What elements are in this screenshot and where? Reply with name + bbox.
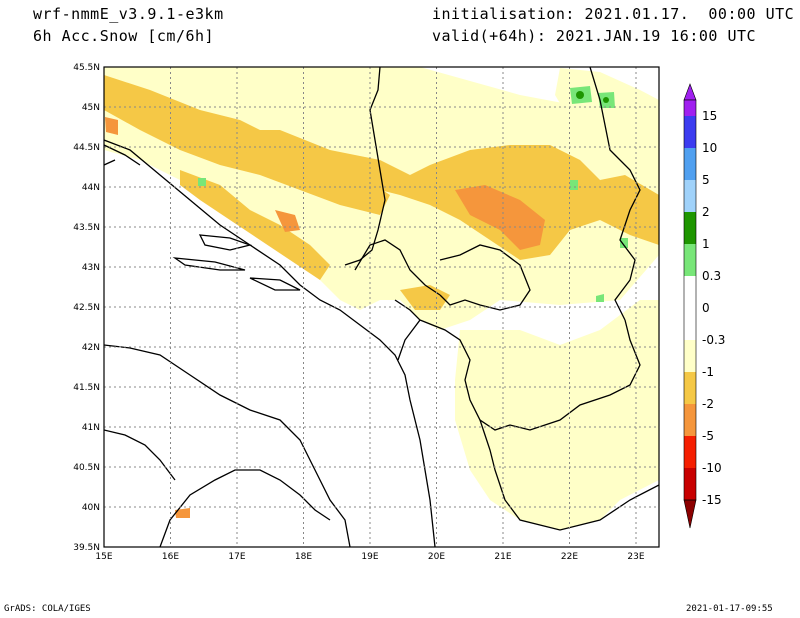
lat-tick: 44N — [82, 183, 100, 193]
lon-tick: 21E — [494, 552, 511, 562]
map-frame — [103, 66, 660, 548]
colorbar-swatch — [684, 148, 696, 180]
colorbar-swatch — [684, 276, 696, 308]
lon-tick: 23E — [627, 552, 644, 562]
colorbar-label: -5 — [702, 429, 714, 443]
colorbar-top-arrow — [683, 83, 697, 101]
lat-tick: 45.5N — [73, 63, 100, 73]
snow-band-coast — [180, 170, 330, 280]
snow-field — [104, 67, 659, 547]
lat-tick: 43.5N — [73, 223, 100, 233]
lat-tick: 42.5N — [73, 303, 100, 313]
snow-core-3 — [105, 117, 118, 135]
lon-tick: 15E — [95, 552, 112, 562]
lon-tick: 16E — [162, 552, 179, 562]
lon-tick: 20E — [428, 552, 445, 562]
colorbar-swatch — [684, 404, 696, 436]
snow-patch-kos — [400, 285, 450, 310]
colorbar-label: -15 — [702, 493, 722, 507]
green-patch-5 — [596, 294, 604, 302]
green-patch-4 — [620, 238, 628, 248]
colorbar-label: -1 — [702, 365, 714, 379]
colorbar-swatch — [684, 308, 696, 340]
colorbar-swatch — [684, 180, 696, 212]
snow-patch-east — [600, 175, 659, 230]
snow-area-light-south — [455, 300, 659, 530]
colorbar-labels: 15 10 5 2 1 0.3 0 -0.3 -1 -2 -5 -10 -15 — [702, 109, 725, 507]
colorbar-swatch — [684, 116, 696, 148]
colorbar-swatch — [684, 100, 696, 116]
lon-tick: 22E — [561, 552, 578, 562]
colorbar-label: 0 — [702, 301, 710, 315]
colorbar-swatch — [684, 468, 696, 500]
lon-ticks: 15E 16E 17E 18E 19E 20E 21E 22E 23E — [95, 552, 644, 562]
colorbar-swatch — [684, 212, 696, 244]
graticule — [104, 67, 659, 547]
snow-core-2 — [275, 210, 300, 232]
lat-tick: 44.5N — [73, 143, 100, 153]
colorbar-swatch — [684, 436, 696, 468]
colorbar-label: -0.3 — [702, 333, 725, 347]
colorbar-label: 15 — [702, 109, 717, 123]
colorbar-swatch — [684, 340, 696, 372]
snow-band-central — [230, 130, 659, 260]
lat-tick: 40N — [82, 503, 100, 513]
green-patch-6 — [198, 178, 206, 186]
lat-tick: 42N — [82, 343, 100, 353]
colorbar-label: 0.3 — [702, 269, 721, 283]
lat-tick: 45N — [82, 103, 100, 113]
model-title: wrf-nmmE_v3.9.1-e3km — [33, 5, 224, 23]
footer-credit: GrADS: COLA/IGES — [4, 604, 91, 614]
colorbar-label: -10 — [702, 461, 722, 475]
lon-tick: 17E — [228, 552, 245, 562]
colorbar-label: 2 — [702, 205, 710, 219]
colorbar-label: 5 — [702, 173, 710, 187]
colorbar-label: 1 — [702, 237, 710, 251]
green-core-1 — [576, 91, 584, 99]
lat-ticks: 45.5N 45N 44.5N 44N 43.5N 43N 42.5N 42N … — [73, 63, 100, 553]
snow-core-4 — [175, 508, 190, 518]
lat-tick: 39.5N — [73, 543, 100, 553]
lat-tick: 40.5N — [73, 463, 100, 473]
init-time: initialisation: 2021.01.17. 00:00 UTC — [432, 5, 795, 23]
colorbar-label: -2 — [702, 397, 714, 411]
lat-tick: 41.5N — [73, 383, 100, 393]
lon-tick: 18E — [295, 552, 312, 562]
lat-tick: 43N — [82, 263, 100, 273]
colorbar-label: 10 — [702, 141, 717, 155]
colorbar-bottom-arrow — [683, 499, 697, 529]
lon-tick: 19E — [361, 552, 378, 562]
colorbar-swatch — [684, 244, 696, 276]
green-patch-3 — [570, 180, 578, 190]
field-title: 6h Acc.Snow [cm/6h] — [33, 27, 215, 45]
lat-tick: 41N — [82, 423, 100, 433]
footer-timestamp: 2021-01-17-09:55 — [686, 604, 773, 614]
colorbar-outline — [683, 99, 697, 501]
valid-time: valid(+64h): 2021.JAN.19 16:00 UTC — [432, 27, 757, 45]
green-core-2 — [603, 97, 609, 103]
snow-core-1 — [455, 185, 545, 250]
colorbar: 15 10 5 2 1 0.3 0 -0.3 -1 -2 -5 -10 -15 — [683, 83, 725, 529]
colorbar-swatch — [684, 372, 696, 404]
